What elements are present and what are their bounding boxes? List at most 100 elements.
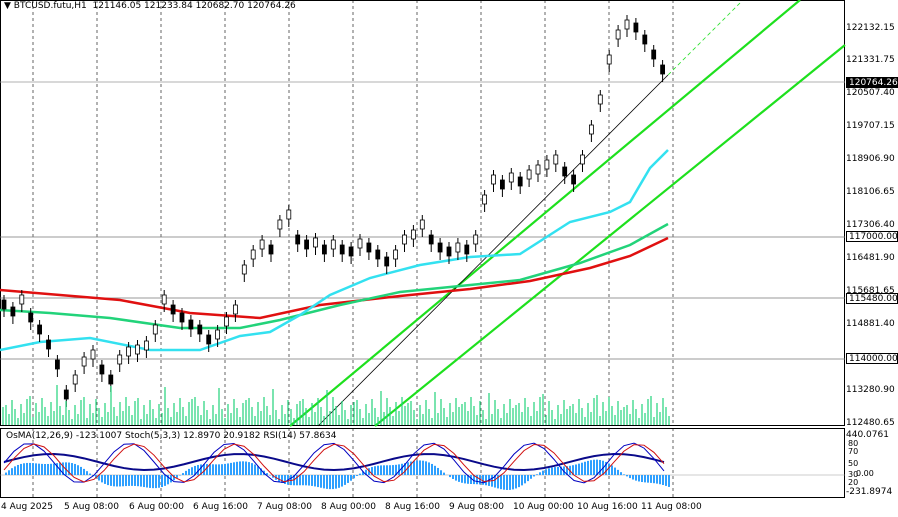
candle-body (286, 209, 292, 220)
price-tick: 116481.90 (846, 253, 895, 263)
candle-body (268, 244, 274, 255)
symbol-dropdown-icon[interactable]: ▼ (4, 1, 11, 11)
time-tick: 5 Aug 08:00 (64, 502, 119, 512)
candle-body (571, 174, 576, 185)
candle-body (384, 256, 390, 267)
candle-body (126, 346, 131, 357)
price-tick: 121331.75 (846, 55, 895, 65)
time-tick: 9 Aug 08:00 (449, 502, 504, 512)
candle-body (304, 239, 310, 250)
candle-body (410, 229, 416, 240)
candle-body (161, 294, 167, 305)
candle-body (90, 349, 96, 360)
candle-body (499, 179, 505, 190)
osc-tick: 50 (848, 459, 859, 468)
price-tick: 120507.40 (846, 88, 895, 98)
candle-body (339, 244, 345, 255)
price-tick: 118906.90 (846, 154, 895, 164)
candle-body (446, 246, 452, 257)
candle-body (580, 154, 585, 165)
candle-body (455, 242, 461, 253)
candle-body (81, 356, 87, 367)
candle-body (642, 34, 648, 45)
candle-body (46, 339, 51, 350)
osc-tick: 0.00 (856, 469, 874, 478)
candle-body (250, 249, 256, 260)
price-tick: 119707.15 (846, 121, 895, 131)
chart-info: ▼ BTCUSD.futu,H1 121146.05 121233.84 120… (4, 1, 296, 11)
candle-body (188, 319, 194, 330)
price-tick: 115681.65 (846, 286, 895, 296)
time-tick: 10 Aug 16:00 (577, 502, 638, 512)
time-tick: 11 Aug 08:00 (641, 502, 702, 512)
candle-body (402, 234, 407, 245)
time-tick: 8 Aug 16:00 (385, 502, 440, 512)
candle-body (170, 304, 176, 315)
candle-body (544, 159, 550, 170)
oscillator-info: OsMA(12,26,9) -123.1007 Stoch(5,3,3) 12.… (6, 431, 337, 441)
candle-body (633, 22, 639, 33)
candle-body (313, 237, 318, 248)
channel-upper-line (289, 0, 801, 427)
candle-body (215, 329, 221, 340)
channel-mid-extension (667, 2, 741, 76)
candle-body (108, 374, 114, 385)
candle-body (1, 299, 7, 310)
candle-body (117, 354, 123, 365)
price-tick: 112480.65 (846, 418, 895, 428)
candle-body (295, 234, 301, 245)
candle-body (19, 294, 25, 305)
candle-body (437, 242, 443, 253)
candle-body (277, 219, 283, 230)
main-chart-panel[interactable] (0, 0, 845, 426)
osc-tick: 440.0761 (846, 430, 889, 440)
candle-body (589, 124, 594, 135)
time-tick: 6 Aug 16:00 (193, 502, 248, 512)
candle-body (517, 176, 523, 187)
price-tick: 114881.40 (846, 319, 895, 329)
candle-body (99, 364, 105, 375)
ohlc-values: 121146.05 121233.84 120682.70 120764.26 (92, 1, 296, 11)
price-tick: 122132.15 (846, 23, 895, 33)
candle-body (562, 166, 568, 177)
candle-body (553, 154, 559, 165)
ema-mid-line (0, 222, 669, 330)
candle-body (660, 64, 665, 75)
candle-body (482, 194, 488, 205)
candle-body (63, 389, 69, 400)
candle-body (55, 359, 60, 370)
candle-body (473, 234, 479, 245)
time-tick: 4 Aug 2025 (1, 502, 53, 512)
candle-body (152, 324, 158, 335)
candle-body (428, 234, 434, 245)
candle-body (357, 238, 363, 249)
price-tick: 117306.40 (846, 220, 895, 230)
level-tag: 117000.00 (846, 231, 898, 242)
channel-mid-line (317, 74, 669, 427)
level-tag: 114000.00 (846, 353, 898, 364)
candle-body (197, 324, 203, 335)
current-price-tag: 120764.26 (846, 77, 898, 88)
time-tick: 7 Aug 08:00 (257, 502, 312, 512)
osc-tick: 30 (848, 470, 859, 479)
candle-body (135, 344, 140, 355)
rsi-line (3, 453, 665, 472)
stoch-main-line (3, 442, 665, 484)
candle-body (419, 219, 425, 230)
osc-tick: -231.8974 (846, 487, 893, 497)
candle-body (606, 54, 612, 65)
oscillator-panel[interactable] (0, 428, 845, 498)
time-tick: 6 Aug 00:00 (129, 502, 184, 512)
candle-body (224, 316, 229, 327)
candle-body (464, 244, 470, 255)
channel-lower-line (374, 44, 846, 427)
osc-tick: 80 (848, 439, 859, 448)
candle-body (508, 172, 514, 183)
candle-body (393, 249, 399, 260)
candle-body (72, 374, 78, 385)
candle-body (597, 94, 603, 105)
osc-tick: 70 (848, 447, 859, 456)
candle-body (10, 306, 16, 317)
candle-body (206, 334, 212, 345)
